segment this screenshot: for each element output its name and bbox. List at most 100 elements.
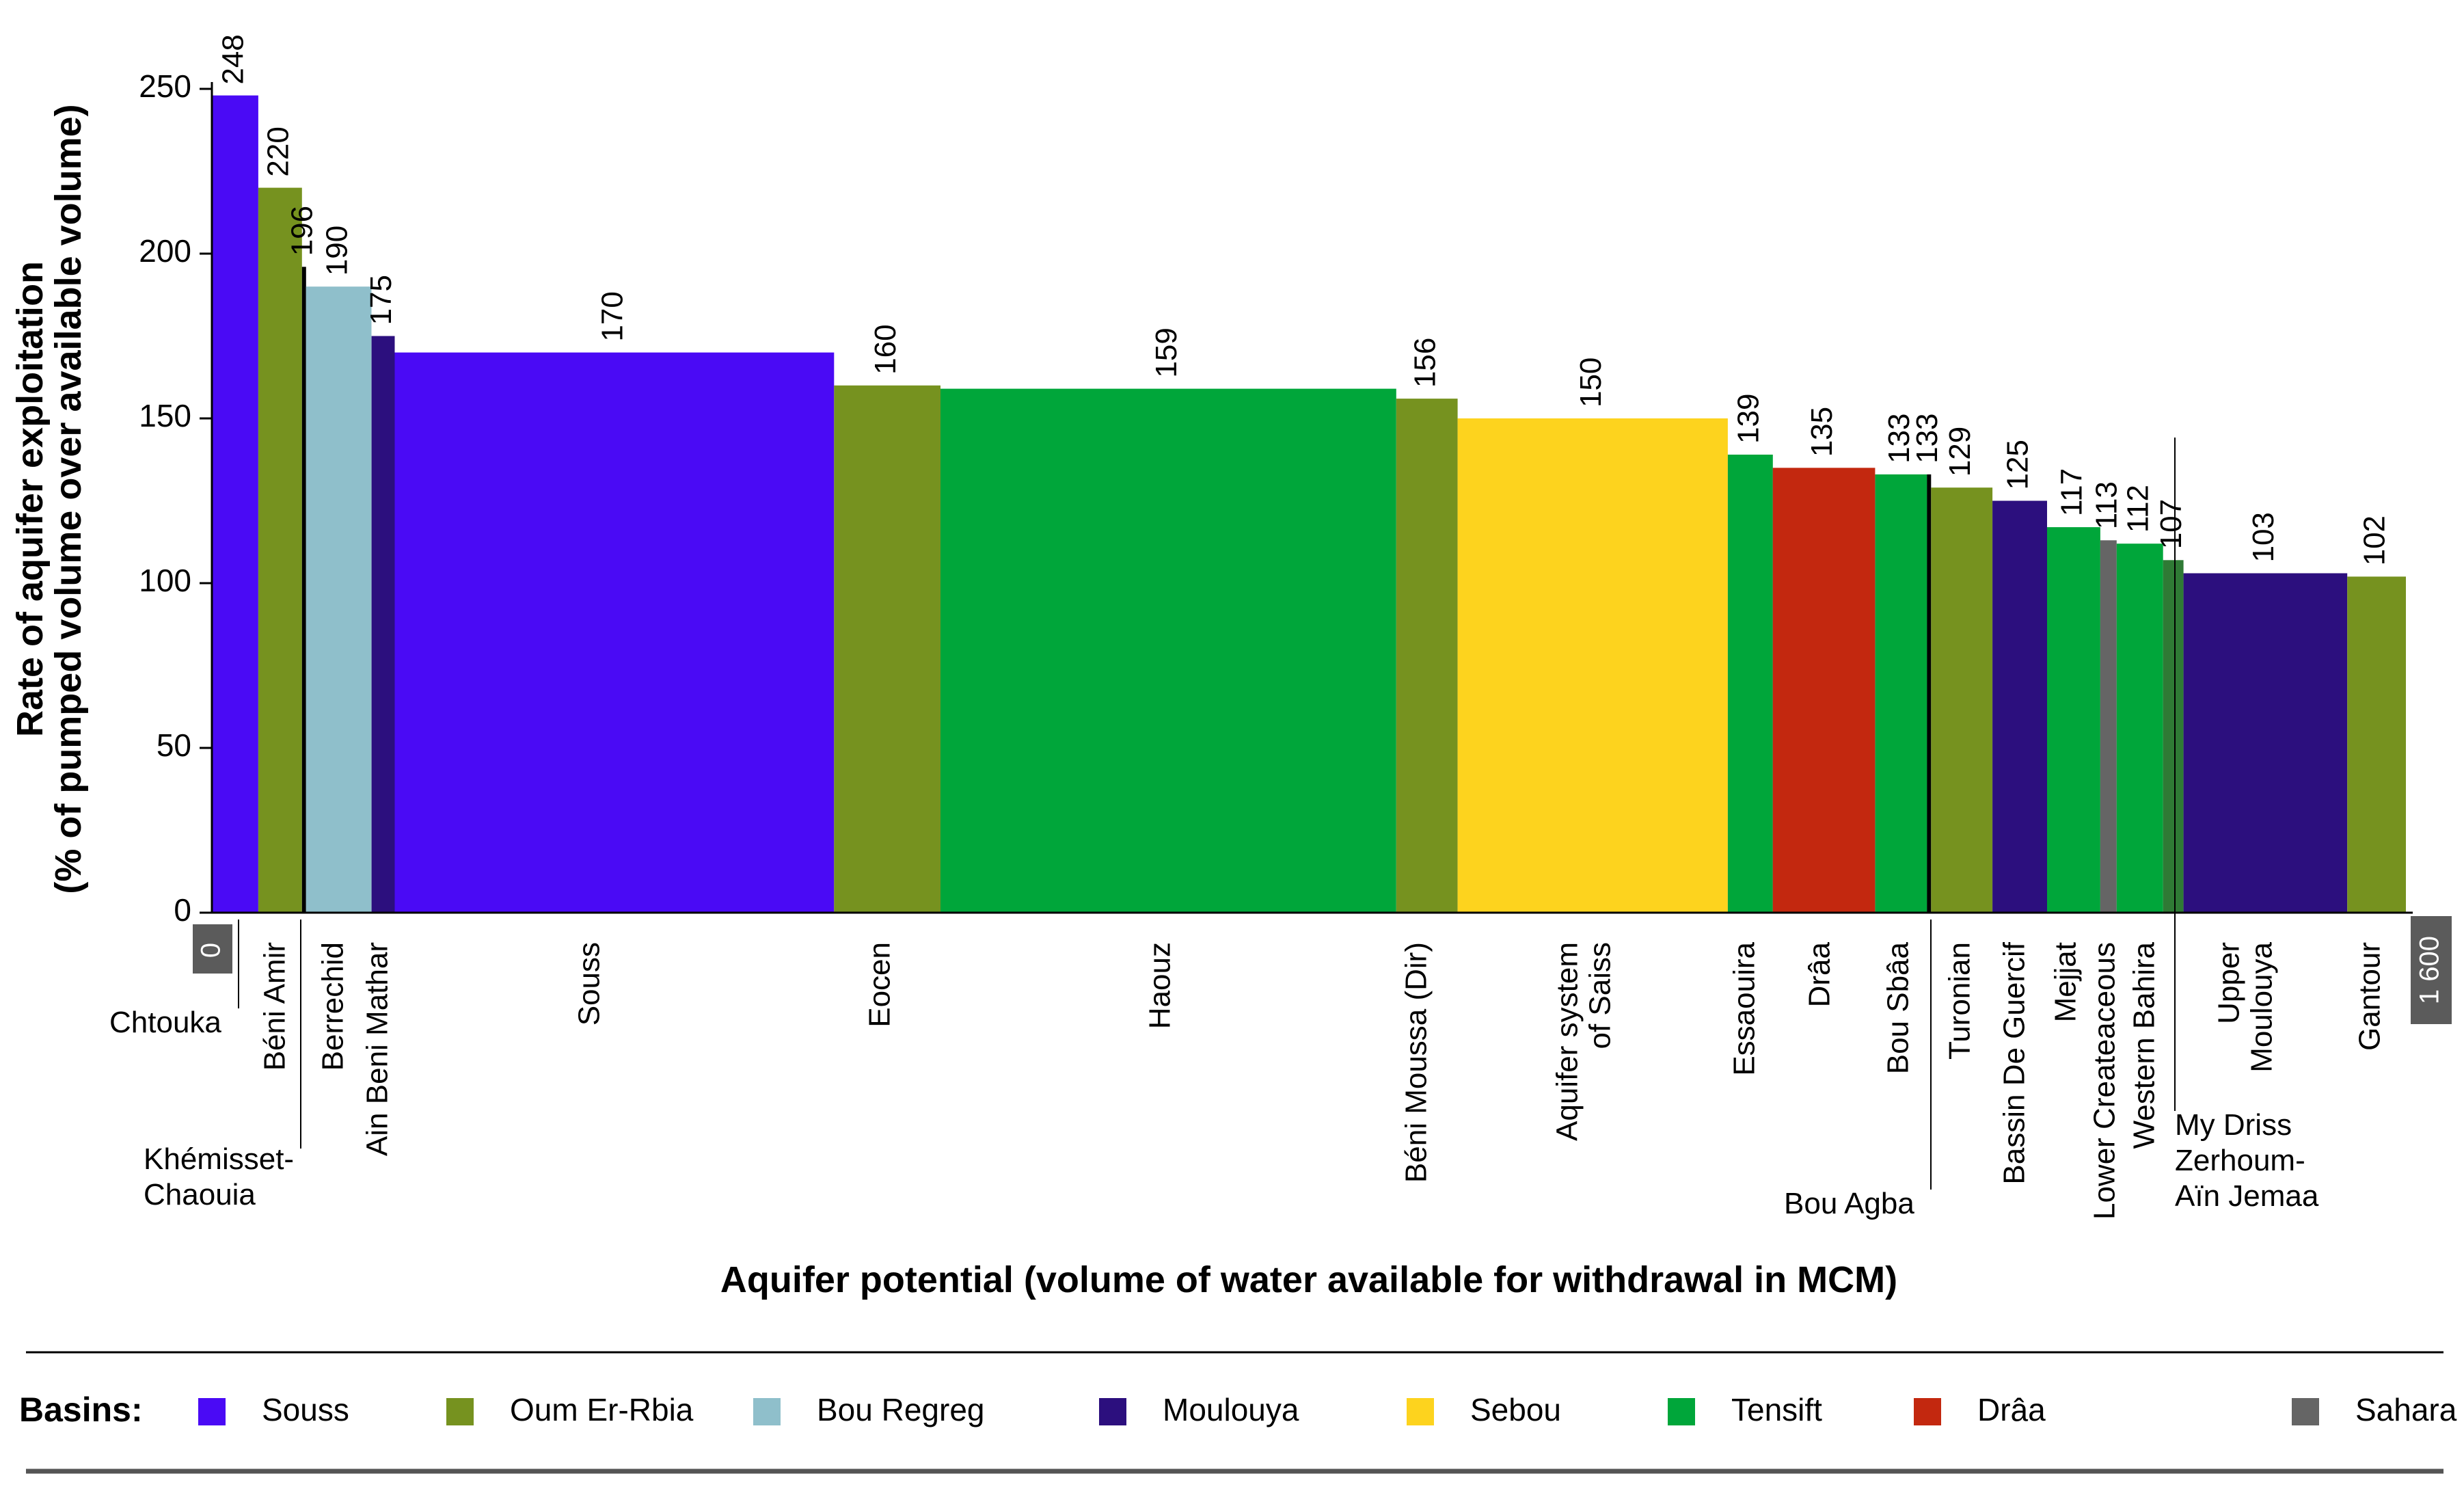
category-label-bassin-de-guercif: Bassin De Guercif: [1998, 941, 2031, 1184]
value-label-bou-sbaa: 133: [1882, 413, 1916, 463]
legend-swatch-sahara: [2292, 1398, 2319, 1425]
value-label-khemisset-chaouia: 196: [285, 206, 319, 256]
y-tick-label-250: 250: [139, 68, 191, 104]
legend-label-sahara: Sahara: [2355, 1392, 2457, 1427]
category-label-beni-amir: Béni Amir: [258, 942, 292, 1071]
value-label-western-bahira: 112: [2121, 485, 2154, 533]
legend-label-draa: Drâa: [1977, 1392, 2046, 1427]
y-tick-label-200: 200: [139, 233, 191, 269]
leader-lines: [238, 438, 2176, 1190]
y-tick-label-0: 0: [174, 892, 191, 928]
legend-swatch-tensift: [1668, 1398, 1695, 1425]
bar-haouz: [940, 388, 1396, 913]
category-label-lower-createaceous: Lower Createaceous: [2088, 942, 2122, 1220]
category-label-aquifer-system-of-saiss: Aquifer system: [1551, 942, 1584, 1141]
value-label-beni-amir: 220: [261, 126, 295, 176]
category-label-mejjat: Mejjat: [2049, 942, 2083, 1022]
bar-beni-moussa-dir: [1396, 399, 1458, 913]
category-label-eocen: Eocen: [863, 942, 897, 1028]
category-label-khemisset-chaouia: Khémisset-: [144, 1142, 294, 1176]
bars-layer: [212, 95, 2406, 913]
category-label-aquifer-system-of-saiss: of Saiss: [1584, 942, 1617, 1049]
y-tick-label-100: 100: [139, 563, 191, 598]
value-label-bou-agba: 133: [1910, 413, 1944, 463]
category-label-upper-moulouya: Moulouya: [2245, 941, 2279, 1072]
legend-swatch-draa: [1914, 1398, 1941, 1425]
category-label-khemisset-chaouia: Chaouia: [144, 1178, 256, 1211]
legend-swatch-oum-er-rbia: [446, 1398, 474, 1425]
category-label-turonian: Turonian: [1943, 942, 1977, 1060]
legend-item-bou-regreg: Bou Regreg: [753, 1392, 985, 1427]
legend-label-moulouya: Moulouya: [1163, 1392, 1299, 1427]
legend: Basins: Souss Oum Er-Rbia Bou Regreg Moulouy…: [19, 1351, 2457, 1474]
category-label-my-driss-zerhoum-ain-jemaa: Zerhoum-: [2175, 1144, 2305, 1177]
category-label-chtouka: Chtouka: [109, 1006, 221, 1039]
bar-western-bahira: [2116, 544, 2163, 913]
bar-aquifer-system-of-saiss: [1457, 418, 1728, 913]
bar-souss: [394, 352, 835, 913]
y-axis-title-line-1: Rate of aquifer exploitation: [10, 261, 51, 737]
bar-draa: [1772, 468, 1876, 913]
bar-berrechid: [306, 286, 372, 913]
value-label-draa: 135: [1805, 407, 1839, 457]
value-label-berrechid: 190: [320, 226, 353, 276]
bar-gantour: [2347, 576, 2406, 913]
value-label-turonian: 129: [1943, 427, 1977, 477]
x-start-marker: 0: [193, 924, 232, 974]
value-label-mejjat: 117: [2055, 468, 2089, 516]
value-label-upper-moulouya: 103: [2247, 512, 2280, 562]
category-label-my-driss-zerhoum-ain-jemaa: Aïn Jemaa: [2175, 1179, 2319, 1213]
x-axis-title: Aquifer potential (volume of water avail…: [720, 1259, 1897, 1300]
value-label-beni-moussa-dir: 156: [1408, 338, 1441, 388]
bar-turonian: [1931, 487, 1993, 913]
bar-chtouka: [212, 95, 258, 913]
legend-label-oum-er-rbia: Oum Er-Rbia: [510, 1392, 694, 1427]
legend-label-sebou: Sebou: [1470, 1392, 1561, 1427]
value-label-haouz: 159: [1150, 327, 1183, 377]
value-label-eocen: 160: [869, 324, 902, 374]
legend-swatch-moulouya: [1099, 1398, 1126, 1425]
bar-eocen: [834, 385, 940, 913]
value-label-aquifer-system-of-saiss: 150: [1574, 358, 1608, 407]
y-axis-title-line-2: (% of pumped volume over available volum…: [48, 104, 89, 894]
bar-my-driss-zerhoum-ain-jemaa: [2163, 560, 2184, 913]
legend-swatch-bou-regreg: [753, 1398, 781, 1425]
x-end-label: 1 600: [2415, 936, 2445, 1004]
bar-bou-agba: [1927, 474, 1932, 913]
category-label-ain-beni-mathar: Ain Beni Mathar: [361, 942, 394, 1156]
category-label-upper-moulouya: Upper: [2212, 942, 2246, 1024]
legend-label-souss: Souss: [262, 1392, 349, 1427]
legend-swatch-souss: [198, 1398, 226, 1425]
legend-item-tensift: Tensift: [1668, 1392, 1822, 1427]
bar-upper-moulouya: [2183, 573, 2348, 913]
category-label-essaouira: Essaouira: [1728, 941, 1761, 1075]
legend-item-oum-er-rbia: Oum Er-Rbia: [446, 1392, 694, 1427]
value-label-souss: 170: [596, 291, 629, 341]
bar-khemisset-chaouia: [301, 267, 306, 913]
category-label-beni-moussa-dir: Béni Moussa (Dir): [1400, 942, 1433, 1183]
category-label-haouz: Haouz: [1143, 942, 1177, 1029]
value-label-gantour: 102: [2358, 515, 2392, 565]
legend-swatch-sebou: [1407, 1398, 1434, 1425]
legend-item-sahara: Sahara: [2292, 1392, 2457, 1427]
category-label-berrechid: Berrechid: [316, 942, 350, 1071]
bar-lower-createaceous: [2100, 540, 2117, 913]
legend-item-draa: Drâa: [1914, 1392, 2046, 1427]
value-label-essaouira: 139: [1731, 394, 1765, 444]
bar-ain-beni-mathar: [371, 336, 395, 913]
category-labels: Chtouka Béni Amir Khémisset-Chaouia Berrech…: [109, 941, 2387, 1220]
value-label-my-driss-zerhoum-ain-jemaa: 107: [2154, 499, 2188, 549]
value-label-lower-createaceous: 113: [2089, 481, 2123, 529]
legend-label-tensift: Tensift: [1731, 1392, 1822, 1427]
category-label-gantour: Gantour: [2353, 942, 2387, 1051]
category-label-my-driss-zerhoum-ain-jemaa: My Driss: [2175, 1108, 2292, 1142]
bar-essaouira: [1727, 455, 1773, 913]
legend-item-moulouya: Moulouya: [1099, 1392, 1299, 1427]
value-label-ain-beni-mathar: 175: [364, 275, 398, 325]
bar-bou-sbaa: [1875, 474, 1927, 913]
category-label-souss: Souss: [573, 942, 606, 1025]
bar-mejjat: [2047, 527, 2100, 913]
category-label-bou-agba: Bou Agba: [1784, 1187, 1914, 1220]
